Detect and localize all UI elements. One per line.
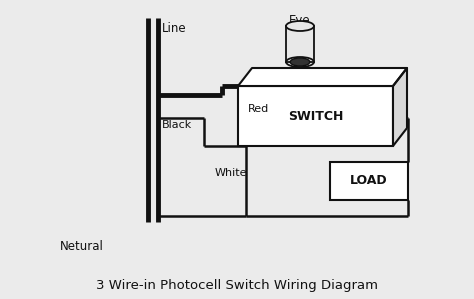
Text: White: White: [215, 168, 247, 178]
Ellipse shape: [286, 21, 314, 31]
Text: Black: Black: [162, 120, 192, 130]
Polygon shape: [393, 68, 407, 146]
Ellipse shape: [290, 58, 310, 66]
Text: SWITCH: SWITCH: [288, 109, 343, 123]
Text: Netural: Netural: [60, 240, 104, 253]
Polygon shape: [238, 68, 407, 86]
Text: LOAD: LOAD: [350, 175, 388, 187]
Text: 3 Wire-in Photocell Switch Wiring Diagram: 3 Wire-in Photocell Switch Wiring Diagra…: [96, 278, 378, 292]
Text: Eye: Eye: [289, 14, 311, 27]
Text: Red: Red: [248, 104, 269, 114]
Bar: [330, 162, 408, 200]
Text: Line: Line: [162, 22, 187, 35]
Bar: [286, 26, 314, 62]
Bar: [238, 86, 393, 146]
